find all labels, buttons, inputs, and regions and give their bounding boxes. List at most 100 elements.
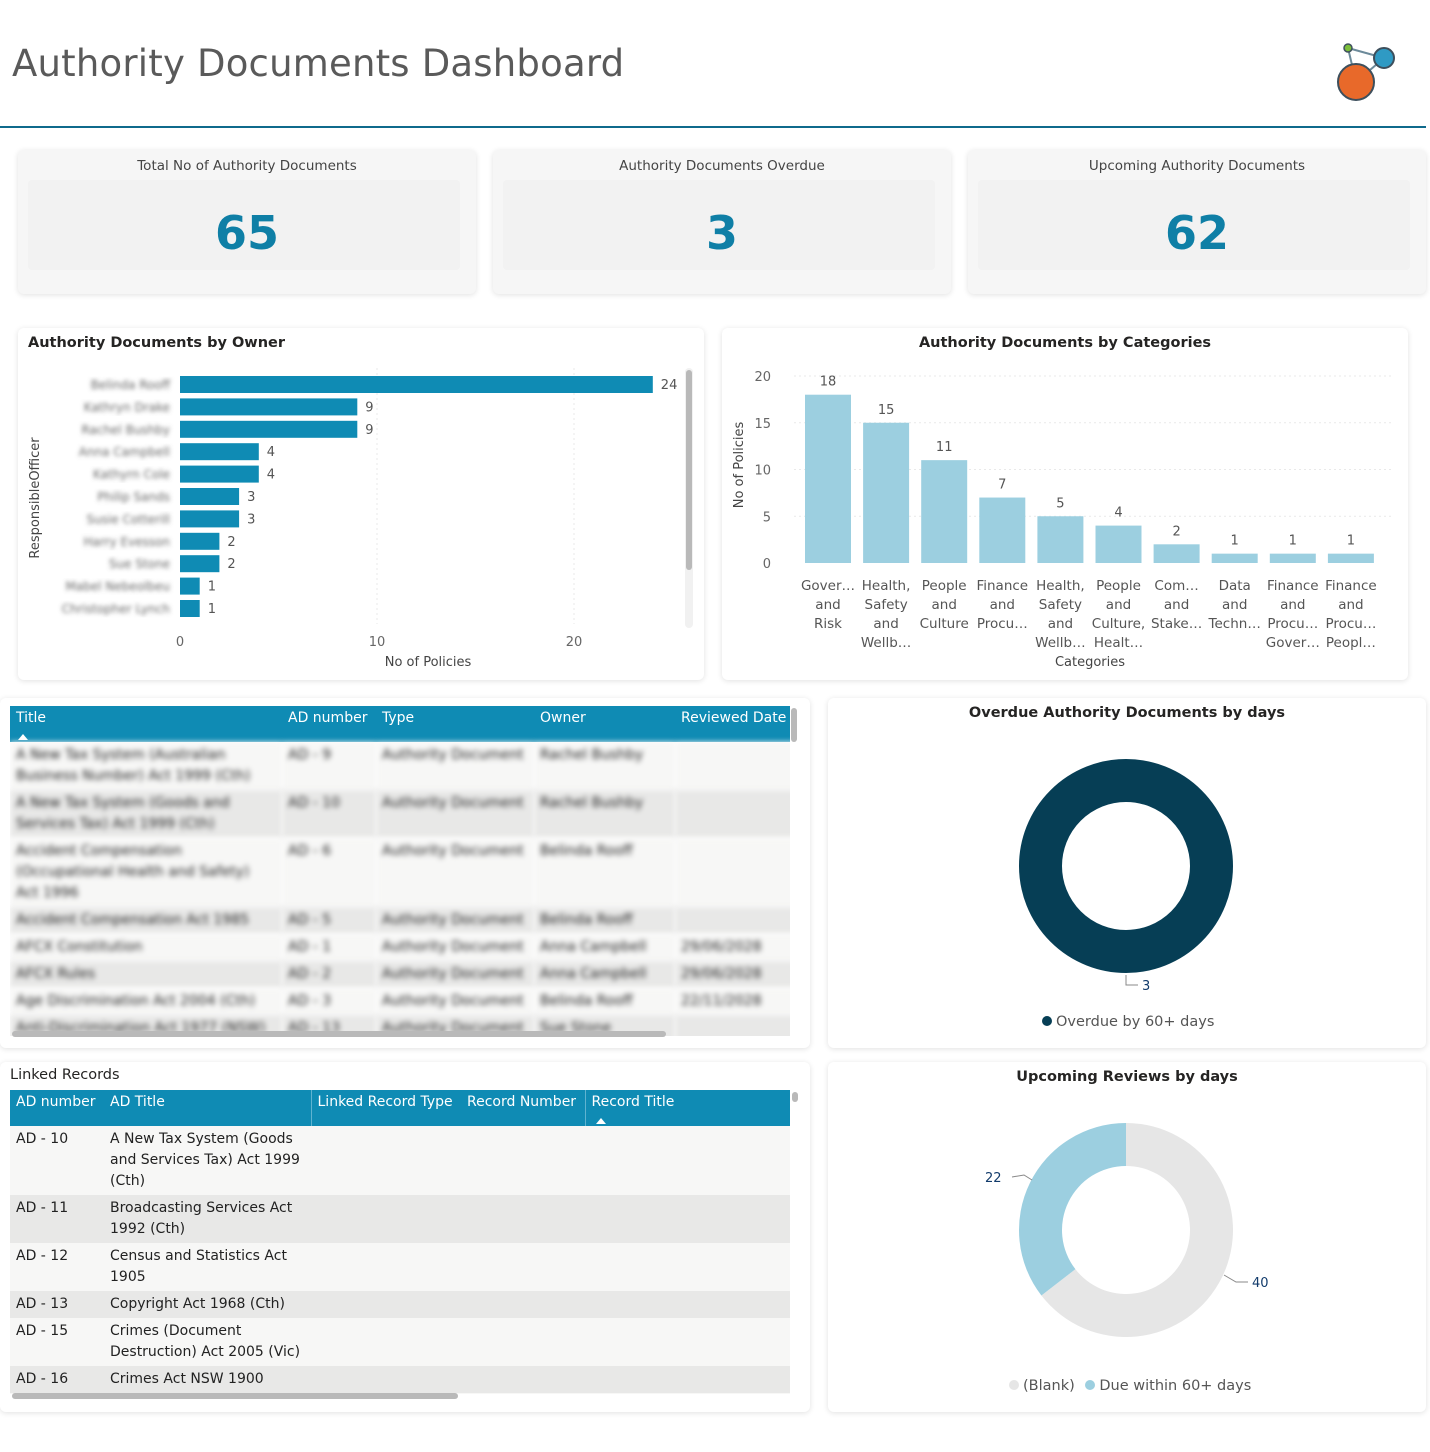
owner-chart-scrollbar[interactable]	[686, 370, 692, 570]
table-row[interactable]: AD - 11 Broadcasting Services Act 1992 (C…	[10, 1195, 790, 1243]
table-row[interactable]: AD - 13 Copyright Act 1968 (Cth)	[10, 1291, 790, 1318]
donut-slice[interactable]	[1019, 759, 1233, 973]
data-label: 22	[985, 1171, 1002, 1186]
category-label: Kathryn Drake	[84, 400, 170, 414]
table-cell-linked-type	[311, 1318, 461, 1366]
data-label: 15	[878, 403, 895, 418]
category-bar[interactable]	[921, 460, 968, 563]
linked-records-card[interactable]: Linked Records AD number AD Title Linked…	[0, 1062, 810, 1412]
table-cell-date	[675, 1015, 790, 1036]
x-tick-label: Gover…	[1266, 635, 1320, 651]
overdue-donut-chart[interactable]: 3	[828, 698, 1426, 1048]
owner-bar[interactable]	[180, 555, 220, 573]
table-cell-owner: Rachel Bushby	[534, 790, 675, 838]
documents-table-vscroll[interactable]	[791, 708, 797, 742]
table-cell-ad: AD - 12	[10, 1243, 104, 1291]
kpi-card-total[interactable]: Total No of Authority Documents 65	[18, 150, 476, 294]
table-row[interactable]: AFCX Constitution AD - 1 Authority Documen…	[10, 934, 790, 961]
table-cell-record-number	[461, 1126, 585, 1195]
owner-bar[interactable]	[180, 510, 240, 528]
table-cell-owner: Belinda Rooff	[534, 838, 675, 907]
kpi-inner	[503, 180, 935, 270]
leader-line	[1223, 1274, 1248, 1283]
col-header-owner[interactable]: Owner	[534, 706, 675, 742]
x-tick-label: and	[1048, 616, 1073, 632]
category-bar[interactable]	[979, 497, 1026, 563]
documents-table[interactable]: Title AD number Type Owner Reviewed Date…	[10, 706, 790, 1036]
col-header-linked-record-type[interactable]: Linked Record Type	[310, 1090, 461, 1126]
col-header-ad-number[interactable]: AD number	[10, 1090, 104, 1126]
owner-bar[interactable]	[180, 600, 200, 617]
category-bar[interactable]	[1037, 516, 1084, 563]
category-bar[interactable]	[805, 394, 851, 563]
category-bar[interactable]	[1095, 525, 1142, 563]
table-cell-ad: AD - 9	[282, 742, 376, 790]
col-header-reviewed-date[interactable]: Reviewed Date	[675, 706, 790, 742]
x-axis-title: No of Policies	[385, 655, 472, 670]
table-row[interactable]: A New Tax System (Goods and Services Tax…	[10, 790, 790, 838]
data-label: 3	[1142, 979, 1150, 994]
category-bar[interactable]	[1327, 553, 1374, 563]
table-row[interactable]: AD - 15 Crimes (Document Destruction) Act…	[10, 1318, 790, 1366]
donut-slice[interactable]	[1019, 1123, 1126, 1296]
category-bar[interactable]	[1153, 544, 1200, 563]
kpi-inner	[28, 180, 460, 270]
linked-records-vscroll[interactable]	[792, 1092, 798, 1102]
data-label: 40	[1252, 1276, 1269, 1291]
table-cell-title: Accident Compensation Act 1985	[10, 907, 282, 934]
owner-bar[interactable]	[180, 488, 240, 505]
linked-records-hscroll[interactable]	[12, 1393, 458, 1399]
documents-table-viewport[interactable]: Title AD number Type Owner Reviewed Date…	[10, 706, 790, 1036]
table-cell-title: Crimes (Document Destruction) Act 2005 (…	[104, 1318, 311, 1366]
owner-bar[interactable]	[180, 420, 358, 438]
col-header-ad-number[interactable]: AD number	[282, 706, 376, 742]
table-row[interactable]: Accident Compensation (Occupational Heal…	[10, 838, 790, 907]
table-row[interactable]: AD - 10 A New Tax System (Goods and Servi…	[10, 1126, 790, 1195]
donut-slice[interactable]	[1041, 1123, 1233, 1337]
table-row[interactable]: AD - 12 Census and Statistics Act 1905	[10, 1243, 790, 1291]
owner-bar[interactable]	[180, 398, 358, 416]
upcoming-donut-chart[interactable]: 22 40	[828, 1062, 1426, 1412]
table-row[interactable]: A New Tax System (Australian Business Nu…	[10, 742, 790, 790]
documents-table-hscroll[interactable]	[12, 1031, 666, 1037]
col-header-type[interactable]: Type	[376, 706, 534, 742]
table-cell-linked-type	[311, 1366, 461, 1393]
owner-chart-card[interactable]: Authority Documents by Owner 0 10 20 24 Beli…	[18, 328, 704, 680]
col-header-ad-title[interactable]: AD Title	[104, 1090, 311, 1126]
category-chart-card[interactable]: Authority Documents by Categories 0 5 10 15…	[722, 328, 1408, 680]
category-bar[interactable]	[863, 422, 910, 563]
data-label: 24	[661, 378, 678, 393]
owner-bar[interactable]	[180, 376, 653, 393]
category-label: Sue Stone	[109, 557, 170, 571]
table-cell-record-number	[461, 1366, 585, 1393]
overdue-chart-card[interactable]: Overdue Authority Documents by days 3 Ov…	[828, 698, 1426, 1048]
table-row[interactable]: Accident Compensation Act 1985 AD - 5 Auth…	[10, 907, 790, 934]
col-header-record-number[interactable]: Record Number	[461, 1090, 585, 1126]
owner-bar[interactable]	[180, 577, 200, 595]
table-cell-record-title	[585, 1366, 790, 1393]
table-cell-title: AFCX Constitution	[10, 934, 282, 961]
upcoming-chart-card[interactable]: Upcoming Reviews by days 22 40 (Blank) Du…	[828, 1062, 1426, 1412]
kpi-title: Total No of Authority Documents	[137, 158, 357, 174]
table-row[interactable]: AD - 16 Crimes Act NSW 1900	[10, 1366, 790, 1393]
category-bar[interactable]	[1269, 553, 1316, 563]
table-row[interactable]: AFCX Rules AD - 2 Authority Document Anna C…	[10, 961, 790, 988]
kpi-value: 65	[214, 206, 279, 260]
linked-records-table[interactable]: AD number AD Title Linked Record Type Re…	[10, 1090, 790, 1394]
category-bar[interactable]	[1211, 553, 1258, 563]
category-label: Philip Sands	[97, 490, 170, 504]
owner-bar[interactable]	[180, 465, 259, 483]
owner-bar[interactable]	[180, 532, 220, 550]
documents-table-card[interactable]: Title AD number Type Owner Reviewed Date…	[0, 698, 810, 1048]
col-header-record-title[interactable]: Record Title	[584, 1090, 790, 1126]
data-label: 3	[247, 512, 255, 527]
kpi-card-upcoming[interactable]: Upcoming Authority Documents 62	[968, 150, 1426, 294]
owner-bar[interactable]	[180, 443, 259, 461]
category-label: Kathyrn Cole	[93, 468, 170, 482]
kpi-card-overdue[interactable]: Authority Documents Overdue 3	[493, 150, 951, 294]
col-header-title[interactable]: Title	[10, 706, 282, 742]
linked-records-viewport[interactable]: AD number AD Title Linked Record Type Re…	[10, 1090, 790, 1394]
